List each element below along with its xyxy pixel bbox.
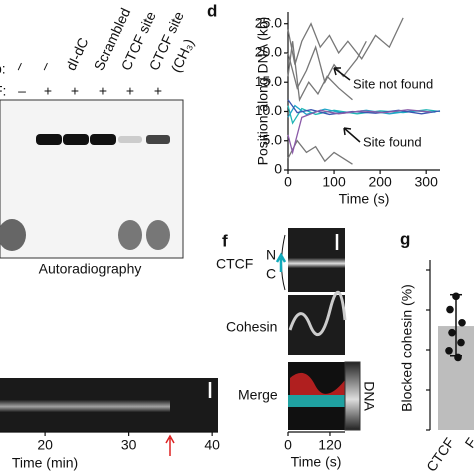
kymograph-band: [0, 400, 170, 412]
column-label: +: [44, 83, 52, 99]
terminus-label: C: [266, 266, 276, 282]
merge-red: [290, 372, 345, 395]
gel-caption: Autoradiography: [39, 261, 142, 277]
column-label: +: [126, 83, 134, 99]
channel-label: CTCF: [216, 256, 253, 272]
panel-label: g: [400, 229, 410, 248]
point: [448, 328, 456, 337]
y-tick-label: 5.0: [263, 131, 283, 147]
x-tick-label: 200: [368, 174, 392, 190]
panel-label: f: [222, 231, 228, 250]
arrow: [343, 127, 361, 143]
gel-bands: [0, 134, 170, 251]
column-label: –: [10, 59, 28, 73]
terminus-label: N: [266, 247, 276, 263]
ctcf-arrow: [275, 252, 287, 272]
y-tick-label: 20.0: [255, 44, 282, 60]
x-axis-label: Time (s): [291, 454, 342, 470]
trace: [287, 41, 353, 102]
column-label: +: [154, 83, 162, 99]
dna-kymo: [344, 361, 361, 431]
row-label: F:: [0, 83, 6, 99]
column-label: +: [99, 83, 107, 99]
y-axis-label: Position along DNA (kb): [255, 17, 271, 166]
x-axis-label: Time (min): [12, 455, 78, 471]
x-tick-label: 0: [284, 437, 292, 453]
y-tick-label: 10.0: [255, 102, 282, 118]
channel-label: Merge: [238, 387, 278, 403]
arrow: [165, 434, 175, 456]
column-label: –: [18, 83, 26, 99]
y-tick-label: 15.0: [255, 73, 282, 89]
merge-cyan: [288, 395, 345, 407]
trace: [287, 40, 367, 90]
x-tick-label: 30: [121, 437, 137, 453]
annotation: Site found: [363, 134, 422, 149]
trace: [287, 139, 353, 165]
x-tick-label: 20: [37, 437, 53, 453]
cohesin-kymo: [288, 295, 345, 355]
point: [445, 347, 453, 355]
x-tick-label: 100: [322, 174, 346, 190]
dna-label: DNA: [361, 381, 377, 411]
annotation: Site not found: [353, 76, 433, 91]
point: [457, 338, 465, 347]
cohesin-trace: [288, 290, 347, 337]
point: [454, 353, 462, 362]
point: [458, 318, 466, 327]
column-label: +: [71, 83, 79, 99]
trace: [287, 109, 431, 156]
y-tick-label: 25.0: [255, 14, 282, 30]
column-label: –: [36, 59, 54, 73]
x-axis-label: Time (s): [339, 191, 390, 207]
ctcf-band: [288, 258, 345, 268]
x-tick-label: 0: [284, 174, 292, 190]
category-label: F: [461, 435, 474, 451]
y-tick-label: 0: [274, 161, 282, 177]
x-tick-label: 40: [204, 437, 220, 453]
point: [452, 292, 460, 301]
column-label: dI-dC: [63, 35, 92, 73]
trace: [287, 17, 404, 65]
category-label: CTCF: [423, 435, 458, 474]
x-tick-label: 120: [318, 437, 342, 453]
x-tick-label: 300: [415, 174, 439, 190]
panel-label: d: [207, 1, 217, 20]
y-axis-label: Blocked cohesin (%): [399, 284, 415, 412]
arrow: [333, 67, 351, 81]
point: [446, 305, 454, 314]
row-label: b:: [0, 61, 6, 77]
channel-label: Cohesin: [226, 319, 277, 335]
